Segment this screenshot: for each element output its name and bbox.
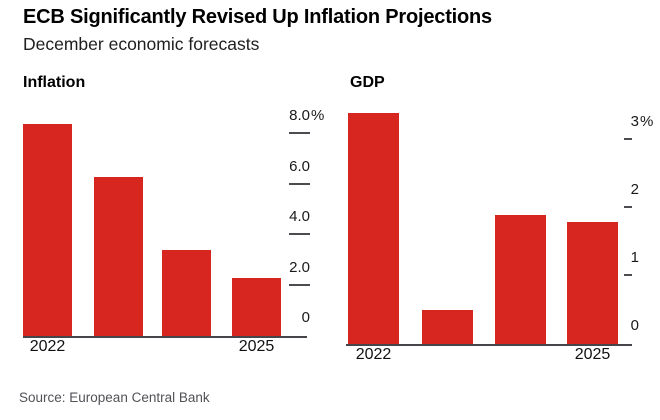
bar-2023 (94, 177, 143, 336)
y-tick-number: 2 (630, 181, 639, 198)
y-tick-3: 3% (630, 112, 654, 132)
y-tick-1: 1 (631, 248, 639, 268)
y-tick-number: 0 (630, 317, 639, 334)
y-tick-number: 0 (301, 309, 310, 326)
y-tick-6.0: 6.0 (289, 157, 310, 185)
y-tick-2: 2 (631, 180, 639, 200)
inflation-chart: Inflation 8.0% 6.0 4.0 2.0 0 2022 2025 (23, 72, 325, 372)
y-tick-2.0: 2.0 (289, 258, 310, 286)
x-label-2022: 2022 (355, 346, 392, 363)
bar-2022 (348, 112, 399, 344)
percent-sign: % (640, 113, 654, 130)
y-tick-number: 3 (630, 113, 639, 130)
y-tick-number: 2.0 (289, 258, 310, 286)
bar-2023 (422, 310, 473, 344)
y-tick-number: 4.0 (289, 208, 310, 236)
y-tick-number: 8.0 (289, 107, 310, 135)
source-line: Source: European Central Bank (19, 390, 210, 405)
page-subtitle: December economic forecasts (23, 34, 260, 54)
y-tick-0: 0 (302, 308, 310, 328)
percent-sign: % (311, 107, 325, 125)
page-title: ECB Significantly Revised Up Inflation P… (23, 6, 492, 28)
y-tick-number: 6.0 (289, 157, 310, 185)
y-tick-number: 1 (630, 249, 639, 266)
inflation-chart-title: Inflation (23, 74, 86, 91)
y-tick-0: 0 (631, 316, 639, 336)
bar-2025 (232, 278, 281, 336)
x-axis-line (23, 336, 307, 338)
gdp-chart-title: GDP (350, 74, 385, 91)
x-label-2022: 2022 (29, 338, 66, 355)
x-label-2025: 2025 (574, 346, 611, 363)
y-tick-4.0: 4.0 (289, 207, 310, 236)
bar-2024 (495, 214, 546, 344)
x-label-2025: 2025 (238, 338, 275, 355)
x-axis-line (346, 344, 632, 346)
bar-2022 (23, 124, 72, 336)
bar-2025 (567, 221, 618, 344)
y-tick-8.0: 8.0% (289, 106, 324, 135)
bar-2024 (162, 250, 211, 336)
gdp-chart: GDP 3% 2 1 0 2022 2025 (346, 72, 660, 372)
